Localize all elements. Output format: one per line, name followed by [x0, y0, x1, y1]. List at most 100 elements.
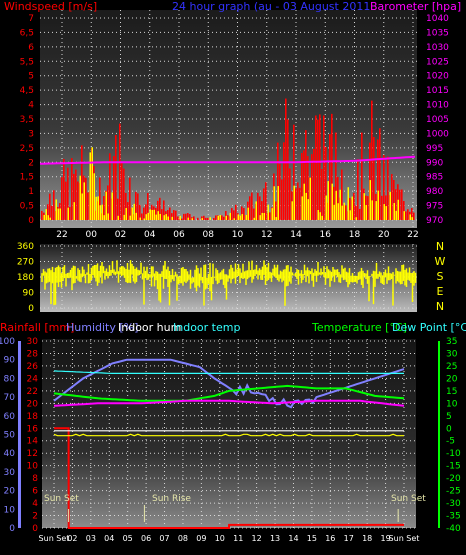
- wind-gust-bar: [107, 213, 109, 220]
- wind-gust-bar: [91, 147, 93, 220]
- sun-rise-label: Sun Rise: [152, 494, 191, 504]
- top-x-tick: 08: [203, 230, 215, 238]
- top-x-tick: 20: [378, 230, 390, 238]
- wind-gust-bar: [411, 217, 413, 220]
- top-x-tick: 14: [290, 230, 302, 238]
- humidity-axis-title: Humidity [%]: [66, 321, 138, 334]
- bottom-x-tick: 09: [196, 534, 206, 543]
- direction-y-ticks: 360 270 180 90 0: [17, 242, 34, 314]
- rainfall-tick: 28: [27, 349, 39, 359]
- barometer-tick: 1010: [426, 101, 449, 111]
- wind-gust-bar: [253, 217, 255, 220]
- wind-gust-bar: [187, 217, 189, 220]
- wind-gust-bar: [191, 218, 193, 220]
- wind-gust-bar: [319, 212, 321, 220]
- windspeed-bar: [157, 200, 159, 220]
- humidity-tick: 20: [4, 487, 16, 497]
- wind-gust-bar: [275, 217, 277, 220]
- rainfall-tick: 20: [27, 399, 39, 409]
- temperature-humidity-rain-chart: Rainfall [mm] Humidity [%] Indoor hum In…: [0, 321, 466, 543]
- top-x-tick: 16: [320, 230, 332, 238]
- bottom-x-tick: 03: [86, 534, 96, 543]
- wind-gust-bar: [95, 196, 97, 220]
- barometer-axis-title: Barometer [hpa]: [370, 0, 461, 13]
- wind-gust-bar: [409, 214, 411, 220]
- windspeed-bar: [405, 211, 407, 220]
- windspeed-bar: [403, 201, 405, 220]
- barometer-tick: 1020: [426, 72, 449, 82]
- top-x-tick: 12: [261, 230, 272, 238]
- temp-axis-bar: [438, 341, 440, 528]
- windspeed-bar: [119, 123, 121, 220]
- wind-gust-bar: [81, 193, 83, 220]
- compass-letter: N: [436, 300, 444, 313]
- temperature-tick: 10: [446, 399, 458, 409]
- wind-gust-bar: [397, 199, 399, 220]
- windspeed-bar: [401, 189, 403, 220]
- temperature-tick: 35: [446, 337, 457, 347]
- top-x-tick: 04: [144, 230, 156, 238]
- wind-gust-bar: [167, 216, 169, 220]
- rainfall-tick: 26: [27, 362, 39, 372]
- wind-gust-bar: [321, 215, 323, 220]
- windspeed-tick: 5,5: [20, 57, 34, 67]
- windspeed-bar: [335, 132, 337, 220]
- bottom-x-tick: 04: [104, 534, 114, 543]
- windspeed-tick: 1,5: [20, 173, 34, 183]
- windspeed-bar: [163, 200, 165, 220]
- rainfall-tick: 24: [27, 374, 39, 384]
- indoor-temp-title: Indoor temp: [173, 321, 240, 334]
- direction-tick: 90: [23, 289, 35, 299]
- wind-gust-bar: [291, 201, 293, 220]
- series-line: [54, 427, 404, 529]
- wind-gust-bar: [159, 213, 161, 220]
- windspeed-bar: [373, 136, 375, 220]
- windspeed-bar: [367, 196, 369, 220]
- windspeed-bar: [379, 128, 381, 220]
- wind-gust-bar: [171, 216, 173, 220]
- windspeed-bar: [85, 177, 87, 220]
- humidity-tick: 100: [0, 337, 15, 347]
- wind-gust-bar: [347, 187, 349, 220]
- windspeed-bar: [175, 210, 177, 220]
- wind-gust-bar: [309, 177, 311, 220]
- windspeed-bar: [399, 189, 401, 220]
- wind-gust-bar: [239, 215, 241, 220]
- temperature-tick: -25: [446, 487, 461, 497]
- windspeed-bar: [325, 146, 327, 220]
- windspeed-bar: [299, 187, 301, 220]
- windspeed-bar: [253, 208, 255, 220]
- windspeed-tick: 7: [28, 14, 34, 24]
- windspeed-bar: [241, 206, 243, 220]
- temperature-tick: -20: [446, 474, 461, 484]
- series-line: [53, 370, 404, 375]
- windspeed-bar: [227, 215, 229, 220]
- windspeed-bar: [125, 192, 127, 220]
- windspeed-bar: [391, 174, 393, 220]
- temperature-tick: 0: [446, 424, 452, 434]
- wind-gust-bar: [139, 217, 141, 220]
- windspeed-bar: [139, 204, 141, 220]
- temperature-tick: 30: [446, 349, 458, 359]
- windspeed-bar: [207, 217, 209, 220]
- bottom-x-tick: Sun Set: [389, 534, 420, 543]
- windspeed-bar: [383, 154, 385, 220]
- sun-set-left-label: Sun Set: [44, 494, 79, 504]
- windspeed-bar: [117, 198, 119, 220]
- wind-gust-bar: [343, 202, 345, 220]
- direction-tick: 0: [28, 304, 34, 314]
- wind-gust-bar: [377, 190, 379, 220]
- wind-gust-bar: [201, 218, 203, 220]
- temperature-tick: -30: [446, 499, 461, 509]
- indoor-humidity-title: Indoor hum: [118, 321, 181, 334]
- windspeed-bar: [269, 212, 271, 220]
- rainfall-tick: 16: [27, 424, 39, 434]
- humidity-tick: 10: [4, 505, 16, 515]
- wind-gust-bar: [219, 215, 221, 220]
- rainfall-tick: 0: [32, 524, 38, 534]
- windspeed-bar: [333, 186, 335, 220]
- barometer-tick: 1015: [426, 86, 449, 96]
- temperature-tick: -15: [446, 462, 461, 472]
